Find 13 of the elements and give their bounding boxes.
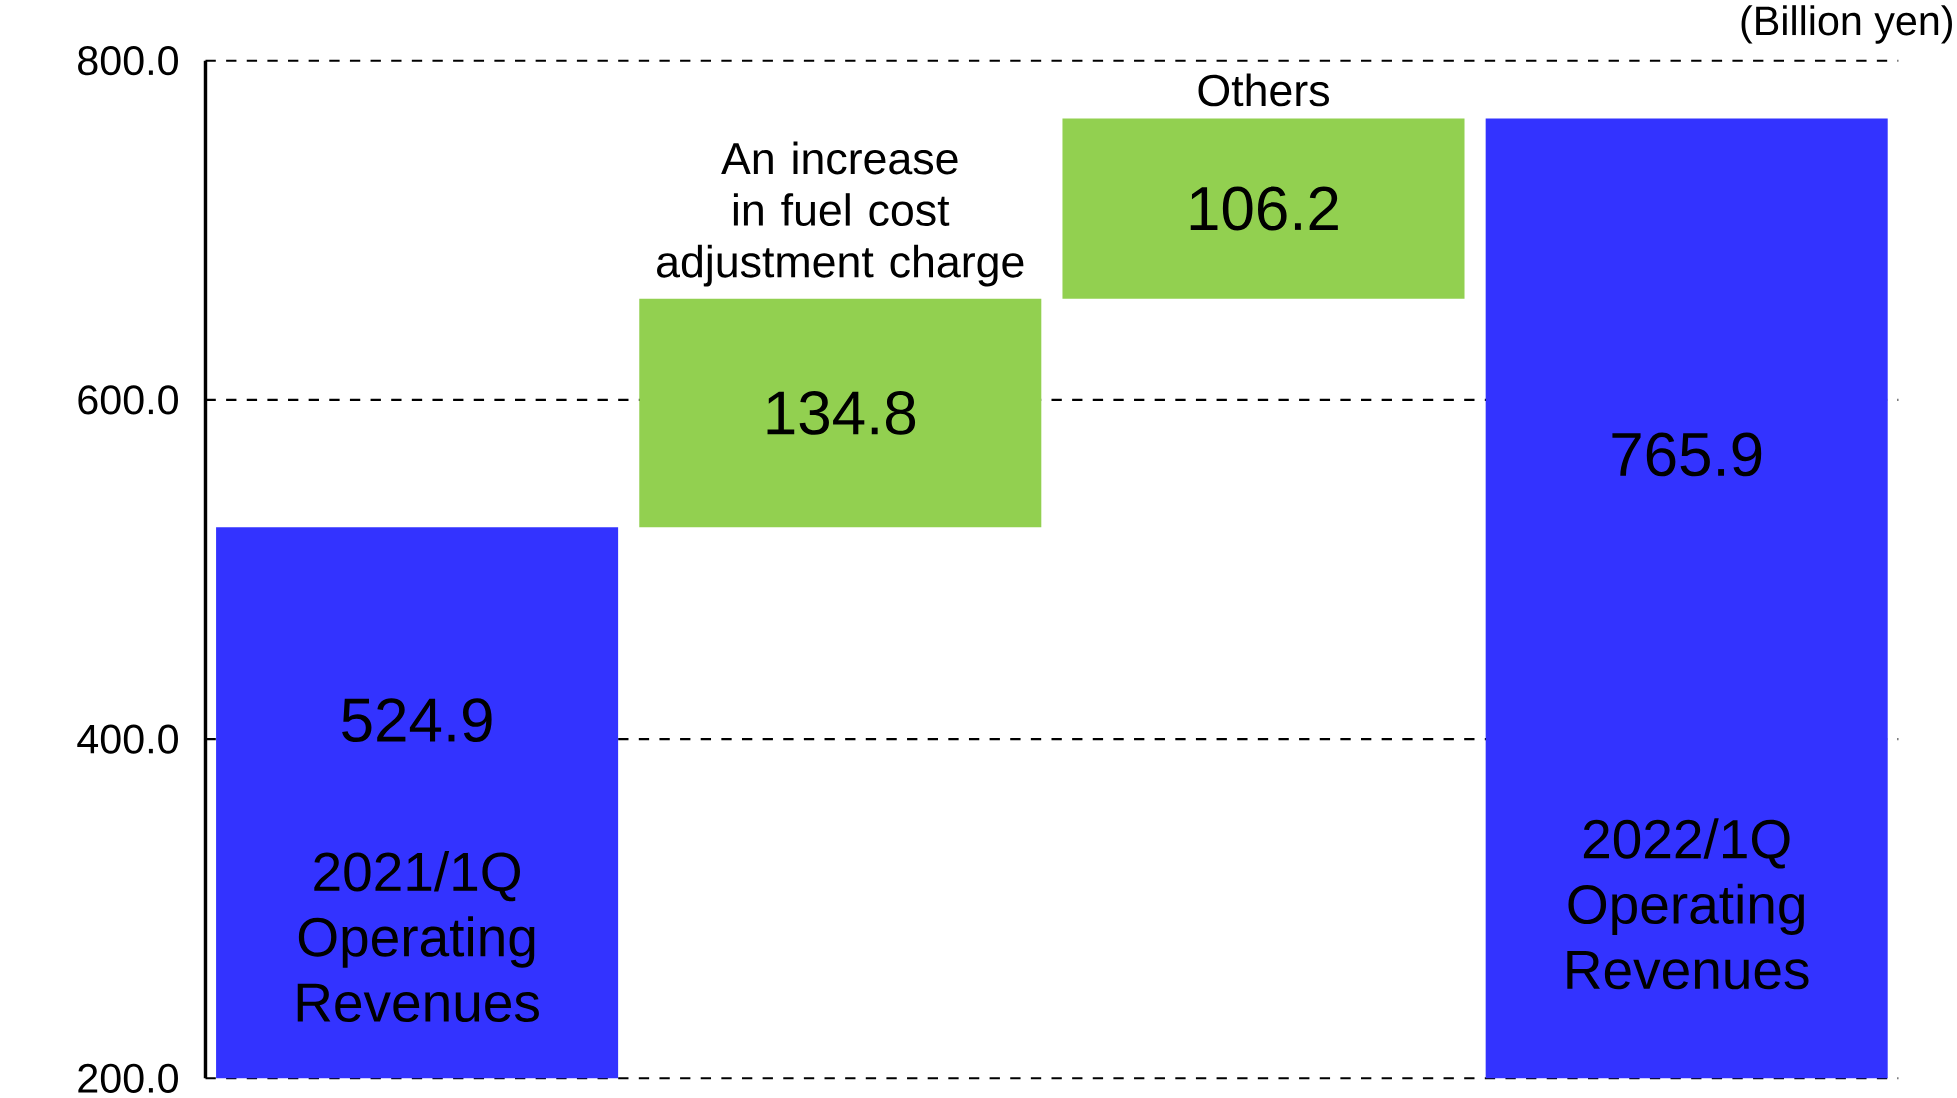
text: (Billion yen) <box>1741 5 1952 44</box>
x-tick-label: 2021/1Q Operating Revenues <box>297 851 539 1023</box>
y-tick-label: 800.0 <box>78 46 178 76</box>
y-tick-label: 400.0 <box>77 724 178 754</box>
data-label: 106.2 <box>1190 186 1338 231</box>
data-label: 765.9 <box>1612 432 1762 477</box>
x-tick-label: An increase in fuel cost adjustment charge <box>657 141 1024 287</box>
y-tick-label: 600.0 <box>78 385 178 415</box>
x-tick-label: 2022/1Q Operating Revenues <box>1567 818 1809 990</box>
data-label: 134.8 <box>767 391 916 435</box>
data-label: 524.9 <box>342 698 492 743</box>
x-tick-label: Others <box>1198 73 1329 107</box>
y-tick-label: 200.0 <box>78 1063 178 1093</box>
